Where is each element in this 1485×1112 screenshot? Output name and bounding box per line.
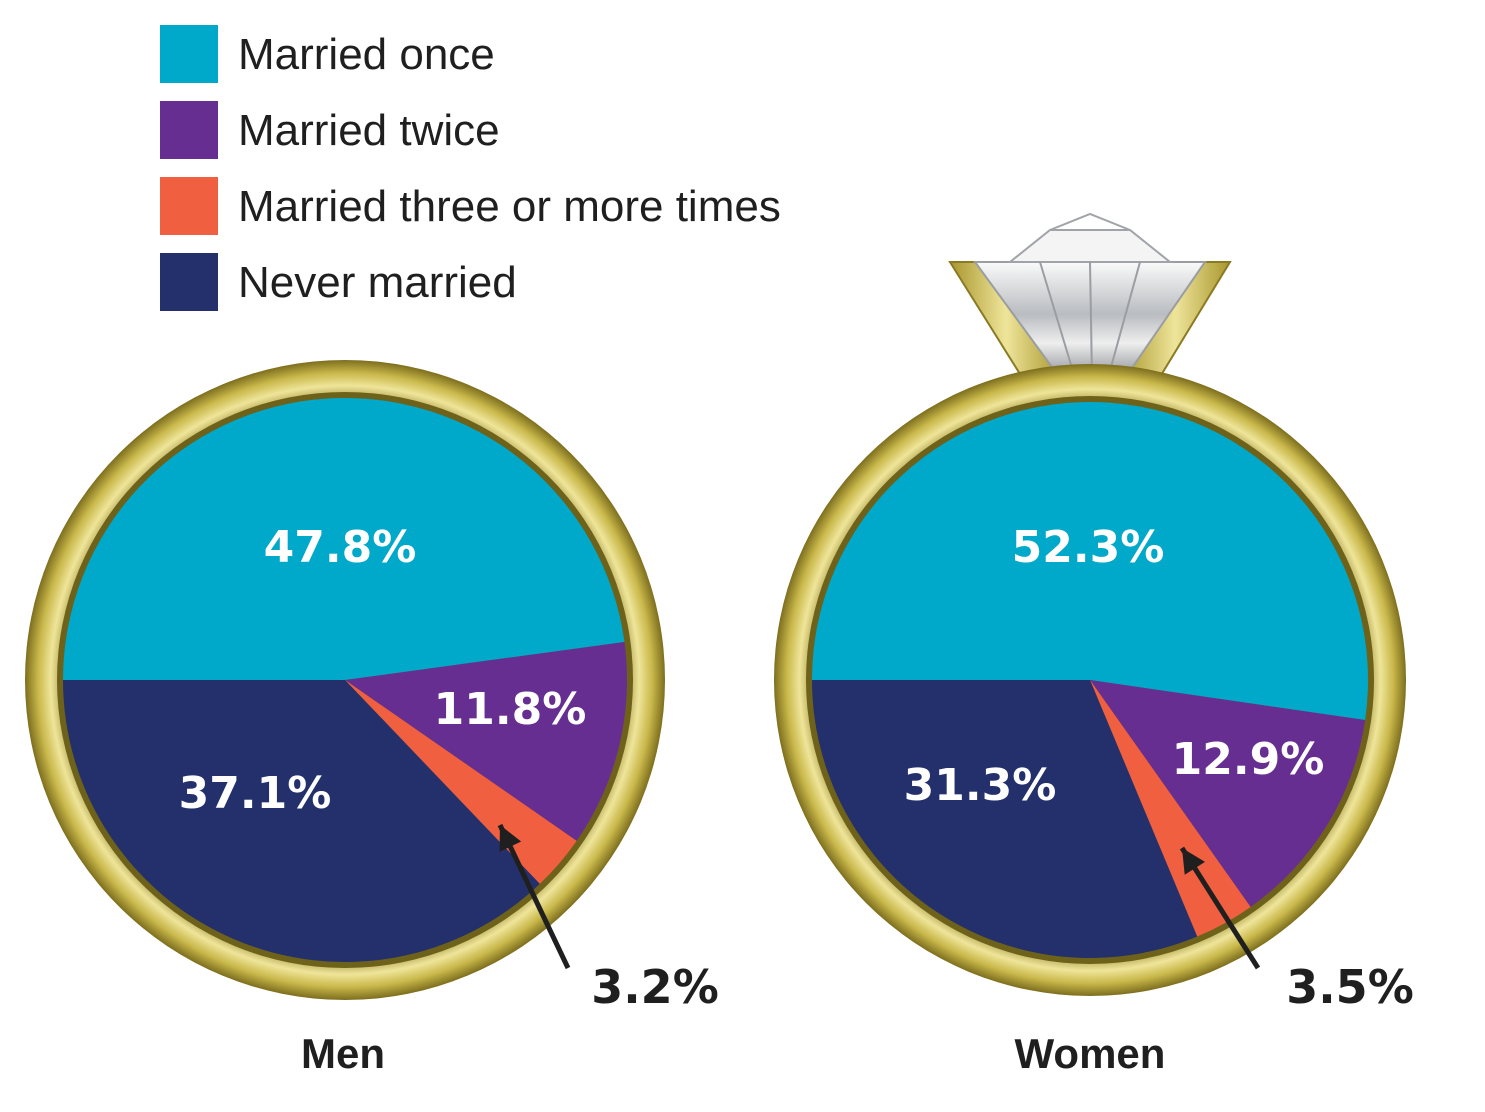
callout-arrow-head: [1182, 848, 1205, 875]
data-label: 11.8%: [434, 684, 587, 735]
slice-married-once: [812, 402, 1368, 721]
legend-label: Married once: [238, 30, 495, 79]
data-label: 12.9%: [1172, 734, 1325, 785]
legend-label: Never married: [238, 258, 517, 307]
callouts: 3.2% 3.5%: [497, 823, 1414, 1014]
callout-label: 3.2%: [591, 960, 719, 1014]
callout-arrow-head: [499, 825, 522, 852]
pie-women: 52.3% 12.9% 31.3%: [774, 364, 1406, 996]
slice-married-once: [63, 398, 625, 680]
chart-label-men: Men: [301, 1030, 385, 1077]
legend-label: Married twice: [238, 106, 500, 155]
legend: Married once Married twice Married three o…: [160, 25, 781, 311]
slice-never-married: [63, 680, 540, 962]
data-label: 52.3%: [1012, 522, 1165, 573]
data-label: 47.8%: [264, 522, 417, 573]
legend-label: Married three or more times: [238, 182, 781, 231]
legend-swatch: [160, 177, 218, 235]
legend-swatch: [160, 253, 218, 311]
data-label: 31.3%: [904, 760, 1057, 811]
data-label: 37.1%: [179, 768, 332, 819]
pie-men: 47.8% 11.8% 37.1%: [25, 360, 665, 1000]
slice-married-three-plus: [345, 680, 577, 884]
slice-married-twice: [1090, 680, 1366, 907]
slice-never-married: [812, 680, 1198, 959]
legend-swatch: [160, 25, 218, 83]
callout-arrow-line: [497, 823, 571, 970]
legend-swatch: [160, 101, 218, 159]
slice-married-three-plus: [1090, 680, 1251, 937]
slice-married-twice: [345, 641, 627, 841]
callout-label: 3.5%: [1286, 960, 1414, 1014]
chart-label-women: Women: [1015, 1030, 1166, 1077]
